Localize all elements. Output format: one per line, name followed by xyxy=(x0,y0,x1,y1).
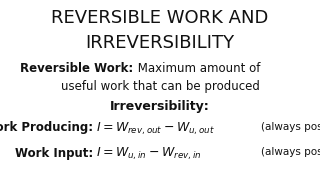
Text: $I = W_{rev,out} - W_{u,out}$: $I = W_{rev,out} - W_{u,out}$ xyxy=(96,121,215,137)
Text: Irreversibility:: Irreversibility: xyxy=(110,100,210,113)
Text: Work Producing:: Work Producing: xyxy=(0,122,93,134)
Text: Maximum amount of: Maximum amount of xyxy=(134,62,261,75)
Text: IRREVERSIBILITY: IRREVERSIBILITY xyxy=(85,34,235,52)
Text: Work Input:: Work Input: xyxy=(14,147,93,160)
Text: REVERSIBLE WORK AND: REVERSIBLE WORK AND xyxy=(51,9,269,27)
Text: (always positive): (always positive) xyxy=(261,147,320,157)
Text: useful work that can be produced: useful work that can be produced xyxy=(60,80,260,93)
Text: Reversible Work:: Reversible Work: xyxy=(20,62,133,75)
Text: (always positive): (always positive) xyxy=(261,122,320,132)
Text: $I = W_{u,in} - W_{rev,in}$: $I = W_{u,in} - W_{rev,in}$ xyxy=(96,146,202,162)
